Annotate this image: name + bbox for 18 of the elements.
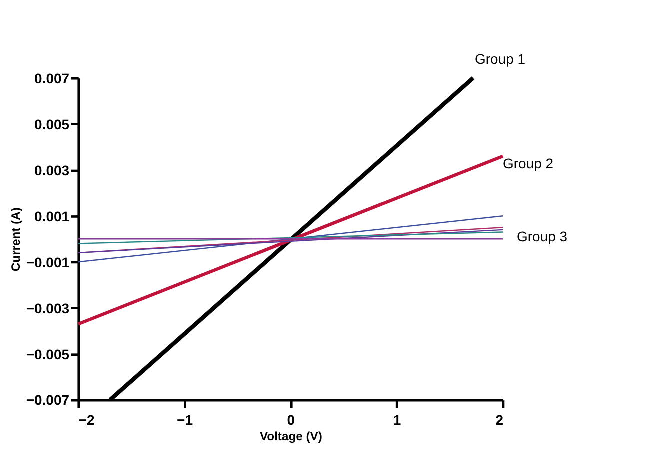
y-tick-label: 0.001 — [34, 208, 70, 224]
x-tick-label: 1 — [393, 412, 402, 428]
y-tick-label: −0.005 — [26, 346, 70, 362]
annotation: Group 2 — [503, 156, 554, 172]
text: Group 3 — [517, 228, 568, 244]
y-tick-label: −0.003 — [26, 300, 70, 316]
x-tick-label: −2 — [78, 412, 96, 428]
x-tick-label: 0 — [287, 412, 296, 428]
y-tick-label: 0.007 — [34, 70, 70, 86]
y-tick-label: −0.001 — [26, 254, 70, 270]
x-tick-label: 2 — [496, 412, 504, 428]
x-axis-title: Voltage (V) — [260, 430, 322, 444]
text: Group 1 — [475, 51, 526, 68]
y-tick-label: 0.005 — [34, 116, 70, 132]
y-tick-label: −0.007 — [26, 392, 70, 408]
y-tick-label: 0.003 — [34, 162, 70, 178]
x-tick-label: −1 — [177, 412, 194, 428]
y-axis-title: Current (A) — [8, 208, 23, 272]
